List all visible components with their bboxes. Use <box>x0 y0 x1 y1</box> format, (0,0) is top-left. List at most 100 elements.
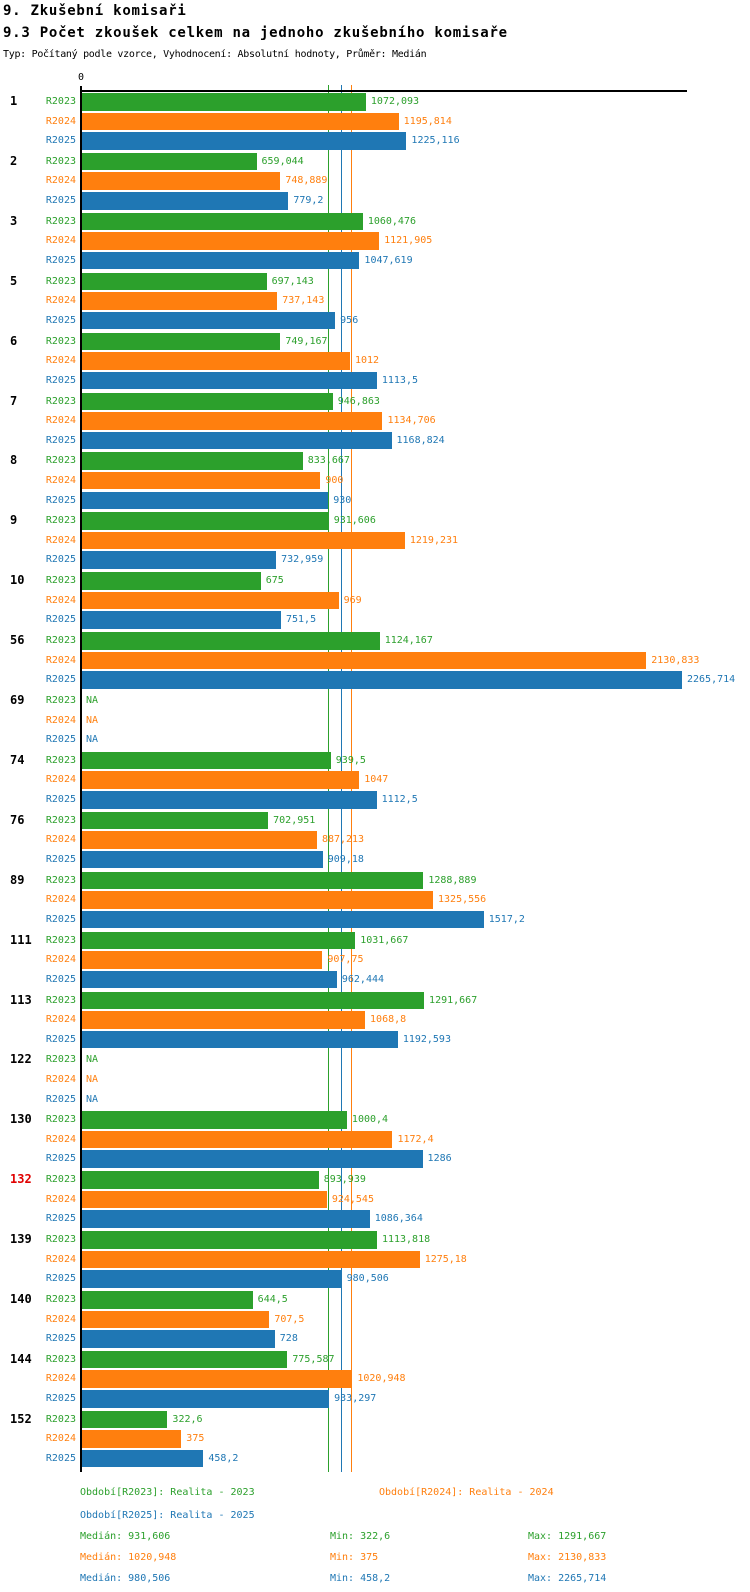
bar-r2025 <box>82 1150 423 1168</box>
bar-group: 6 R2023 749,167 R2024 1012 R2025 1113,5 <box>0 332 750 391</box>
bar-r2025 <box>82 251 360 270</box>
bar-value-label: 644,5 <box>257 1294 288 1305</box>
group-label: 89 <box>10 872 25 887</box>
bar-r2024 <box>82 1310 270 1329</box>
bar-r2024 <box>82 412 383 430</box>
axis-zero-label: 0 <box>77 72 85 83</box>
legend-item-r2025: Období[R2025]: Realita - 2025 <box>80 1510 255 1521</box>
series-label: R2023 <box>45 934 76 946</box>
bar-r2024 <box>82 891 434 909</box>
bar-group: 9 R2023 931,606 R2024 1219,231 R2025 732,959 <box>0 511 750 570</box>
bar-group: 3 R2023 1060,476 R2024 1121,905 R2025 1047,619 <box>0 212 750 271</box>
bar-r2025 <box>82 970 337 989</box>
bar-r2024 <box>82 1370 353 1388</box>
bar-value-label: 1219,231 <box>409 534 459 546</box>
group-label: 152 <box>10 1411 32 1426</box>
group-label: 122 <box>10 1052 32 1067</box>
bar-r2023 <box>82 572 261 590</box>
bar-r2025 <box>82 611 281 629</box>
series-label: R2024 <box>45 115 76 127</box>
bar-value-label: 659,044 <box>261 155 304 167</box>
bar-value-label: 1031,667 <box>360 934 409 946</box>
series-label: R2024 <box>45 1313 76 1325</box>
bar-value-label: 1124,167 <box>384 635 433 647</box>
series-label: R2025 <box>45 254 76 266</box>
bar-r2023 <box>82 931 356 950</box>
bar-group: 56 R2023 1124,167 R2024 2130,833 R2025 2265,71… <box>0 631 750 690</box>
series-label: R2025 <box>45 195 76 207</box>
series-label: R2023 <box>45 1174 76 1186</box>
series-label: R2023 <box>45 1294 76 1305</box>
series-label: R2023 <box>45 96 76 107</box>
series-label: R2025 <box>45 614 76 626</box>
bar-r2024 <box>82 471 321 490</box>
bar-r2025 <box>82 1210 370 1228</box>
group-label: 6 <box>10 333 18 348</box>
bar-value-label: 893,939 <box>323 1174 366 1186</box>
bar-value-label: 375 <box>186 1433 205 1445</box>
series-label: R2024 <box>45 1373 76 1385</box>
bar-value-label: 1275,18 <box>424 1253 467 1265</box>
series-label: R2024 <box>45 774 76 786</box>
bar-r2023 <box>82 512 329 530</box>
bar-value-label: 1195,814 <box>403 115 452 127</box>
bar-value-label: 907,75 <box>327 954 364 966</box>
bar-group: 130 R2023 1000,4 R2024 1172,4 R2025 1286 <box>0 1110 750 1169</box>
series-label: R2023 <box>45 515 76 527</box>
series-label: R2025 <box>45 1153 76 1165</box>
legend-item-r2024: Období[R2024]: Realita - 2024 <box>379 1487 554 1498</box>
series-label: R2025 <box>45 1393 76 1405</box>
bar-group: 5 R2023 697,143 R2024 737,143 R2025 956 <box>0 272 750 331</box>
bar-r2025 <box>82 371 377 390</box>
bar-r2024 <box>82 352 350 370</box>
group-label: 2 <box>10 153 18 168</box>
bar-value-label: 1000,4 <box>351 1114 389 1126</box>
bar-value-label: NA <box>86 1054 99 1066</box>
page-subtitle: 9.3 Počet zkoušek celkem na jednoho zkuš… <box>3 25 508 41</box>
bar-r2025 <box>82 431 392 450</box>
group-label: 10 <box>10 573 25 588</box>
stat-median-r2024: Medián: 1020,948 <box>80 1552 177 1563</box>
bar-r2024 <box>82 531 405 550</box>
bar-value-label: 1112,5 <box>381 794 418 806</box>
bar-value-label: 939,5 <box>335 754 366 766</box>
bar-r2025 <box>82 1390 330 1408</box>
bar-value-label: 1113,818 <box>381 1234 431 1246</box>
series-label: R2023 <box>45 754 76 766</box>
series-label: R2025 <box>45 554 76 566</box>
bar-value-label: 775,587 <box>292 1353 335 1365</box>
series-label: R2024 <box>45 1253 76 1265</box>
series-label: R2025 <box>45 494 76 506</box>
bar-value-label: 1134,706 <box>387 415 436 427</box>
group-label: 132 <box>10 1172 32 1187</box>
bar-r2024 <box>82 651 647 670</box>
bar-value-label: 887,213 <box>321 834 365 846</box>
group-label: 74 <box>10 752 25 767</box>
bar-value-label: 1172,4 <box>397 1133 434 1145</box>
bar-r2024 <box>82 1250 420 1269</box>
bar-group: 139 R2023 1113,818 R2024 1275,18 R2025 980,506 <box>0 1230 750 1289</box>
bar-r2023 <box>82 1291 253 1309</box>
series-label: R2023 <box>45 1054 76 1066</box>
series-label: R2025 <box>45 973 76 985</box>
bar-value-label: 702,951 <box>273 814 316 826</box>
bar-group: 89 R2023 1288,889 R2024 1325,556 R2025 1517,2 <box>0 871 750 930</box>
bar-value-label: 675 <box>265 575 284 587</box>
bar-r2025 <box>82 1270 342 1288</box>
page-title: 9. Zkušební komisaři <box>3 3 187 19</box>
series-label: R2023 <box>45 1114 76 1126</box>
bar-value-label: 1288,889 <box>428 874 477 886</box>
series-label: R2024 <box>45 1433 76 1445</box>
bar-r2025 <box>82 1330 275 1348</box>
bar-value-label: 931,606 <box>333 515 376 527</box>
bar-r2023 <box>82 1350 288 1369</box>
stat-min-r2025: Min: 458,2 <box>330 1573 391 1584</box>
bar-value-label: 1192,593 <box>402 1033 451 1045</box>
stat-median-r2025: Medián: 980,506 <box>80 1573 171 1584</box>
bar-group: 140 R2023 644,5 R2024 707,5 R2025 728 <box>0 1290 750 1349</box>
chart-meta-line: Typ: Počítaný podle vzorce, Vyhodnocení:… <box>3 49 427 60</box>
bar-r2023 <box>82 751 331 770</box>
series-label: R2024 <box>45 415 76 427</box>
bar-value-label: 1286 <box>427 1153 452 1165</box>
series-label: R2023 <box>45 275 76 287</box>
